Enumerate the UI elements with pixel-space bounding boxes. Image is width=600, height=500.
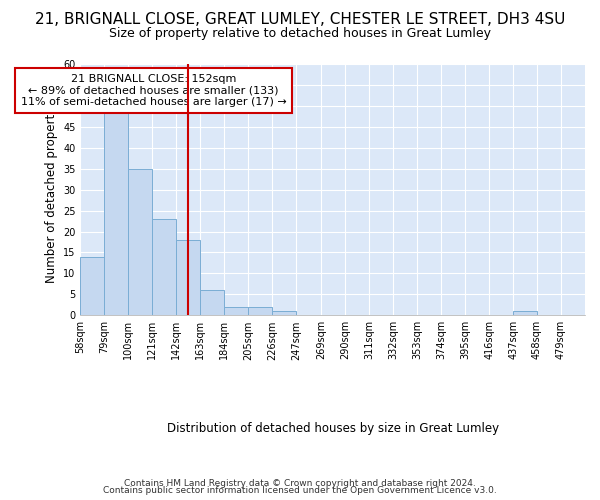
X-axis label: Distribution of detached houses by size in Great Lumley: Distribution of detached houses by size … <box>167 422 499 435</box>
Text: 21 BRIGNALL CLOSE: 152sqm
← 89% of detached houses are smaller (133)
11% of semi: 21 BRIGNALL CLOSE: 152sqm ← 89% of detac… <box>21 74 286 108</box>
Text: Contains public sector information licensed under the Open Government Licence v3: Contains public sector information licen… <box>103 486 497 495</box>
Bar <box>80 256 104 316</box>
Bar <box>224 307 248 316</box>
Text: Contains HM Land Registry data © Crown copyright and database right 2024.: Contains HM Land Registry data © Crown c… <box>124 478 476 488</box>
Bar <box>152 219 176 316</box>
Bar <box>272 311 296 316</box>
Bar <box>104 110 128 316</box>
Bar <box>200 290 224 316</box>
Bar <box>176 240 200 316</box>
Bar <box>248 307 272 316</box>
Text: Size of property relative to detached houses in Great Lumley: Size of property relative to detached ho… <box>109 28 491 40</box>
Text: 21, BRIGNALL CLOSE, GREAT LUMLEY, CHESTER LE STREET, DH3 4SU: 21, BRIGNALL CLOSE, GREAT LUMLEY, CHESTE… <box>35 12 565 28</box>
Y-axis label: Number of detached properties: Number of detached properties <box>44 96 58 282</box>
Bar <box>128 168 152 316</box>
Bar <box>513 311 537 316</box>
